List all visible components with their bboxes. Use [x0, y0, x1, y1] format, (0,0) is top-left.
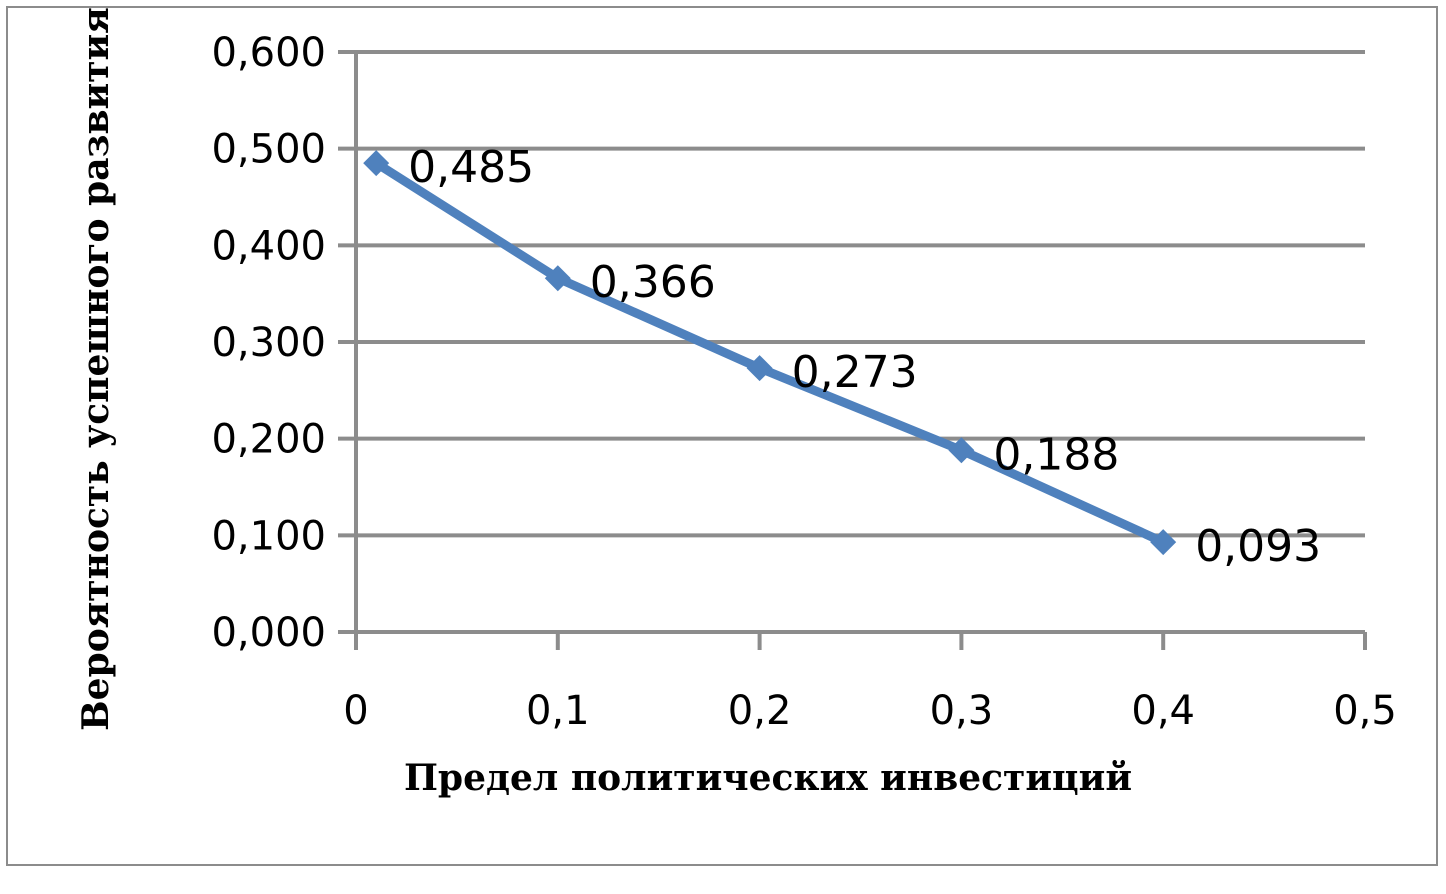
y-tick-label: 0,200	[211, 417, 326, 463]
data-label: 0,273	[792, 347, 918, 398]
data-label: 0,485	[408, 142, 534, 193]
axes	[354, 52, 1367, 650]
x-axis-title: Предел политических инвестиций	[404, 757, 1132, 799]
x-tick-label: 0,4	[1131, 688, 1195, 734]
series-line	[371, 158, 1168, 547]
data-point-marker	[746, 355, 773, 382]
data-point-marker	[544, 265, 571, 292]
x-tick-label: 0,2	[728, 688, 792, 734]
x-tick-label: 0	[343, 688, 368, 734]
y-tick-label: 0,300	[211, 320, 326, 366]
x-tick-label: 0,3	[930, 688, 994, 734]
x-tick-label: 0,1	[526, 688, 590, 734]
tick-labels: 0,000 0,100 0,200 0,300 0,400 0,500 0,600 0 0,1 0…	[211, 30, 1396, 734]
data-label: 0,366	[590, 257, 716, 308]
x-tick-label: 0,5	[1333, 688, 1397, 734]
data-point-marker	[948, 437, 975, 464]
y-tick-label: 0,400	[211, 223, 326, 269]
y-tick-label: 0,000	[211, 610, 326, 656]
data-point-marker	[1150, 529, 1177, 556]
data-label: 0,093	[1195, 521, 1321, 572]
y-axis-title: Вероятность успешного развития	[75, 7, 117, 731]
data-label: 0,188	[993, 429, 1119, 480]
data-labels: 0,485 0,366 0,273 0,188 0,093	[408, 142, 1321, 572]
y-tick-label: 0,100	[211, 513, 326, 559]
series	[363, 150, 1177, 556]
data-point-marker	[363, 150, 390, 177]
y-tick-label: 0,600	[211, 30, 326, 76]
y-tick-label: 0,500	[211, 127, 326, 173]
